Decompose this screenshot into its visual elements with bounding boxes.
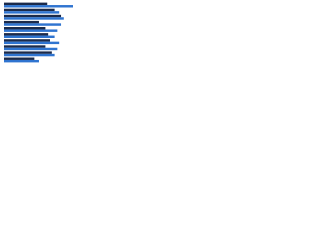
bar bbox=[4, 17, 64, 20]
bar bbox=[4, 8, 55, 12]
bar bbox=[4, 29, 58, 32]
bar bbox=[4, 14, 62, 18]
bar bbox=[4, 20, 39, 24]
bar bbox=[4, 53, 55, 57]
bar bbox=[4, 47, 58, 51]
bar bbox=[4, 57, 35, 60]
bar bbox=[4, 11, 60, 14]
bar bbox=[4, 35, 55, 38]
bar bbox=[4, 45, 46, 48]
chart bbox=[4, 2, 73, 63]
bar bbox=[4, 51, 52, 54]
bar bbox=[4, 39, 50, 42]
bar bbox=[4, 41, 60, 45]
bar bbox=[4, 27, 46, 30]
bar bbox=[4, 59, 39, 63]
bar bbox=[4, 23, 62, 26]
bar bbox=[4, 33, 49, 36]
bar bbox=[4, 5, 73, 8]
bar bbox=[4, 2, 48, 6]
